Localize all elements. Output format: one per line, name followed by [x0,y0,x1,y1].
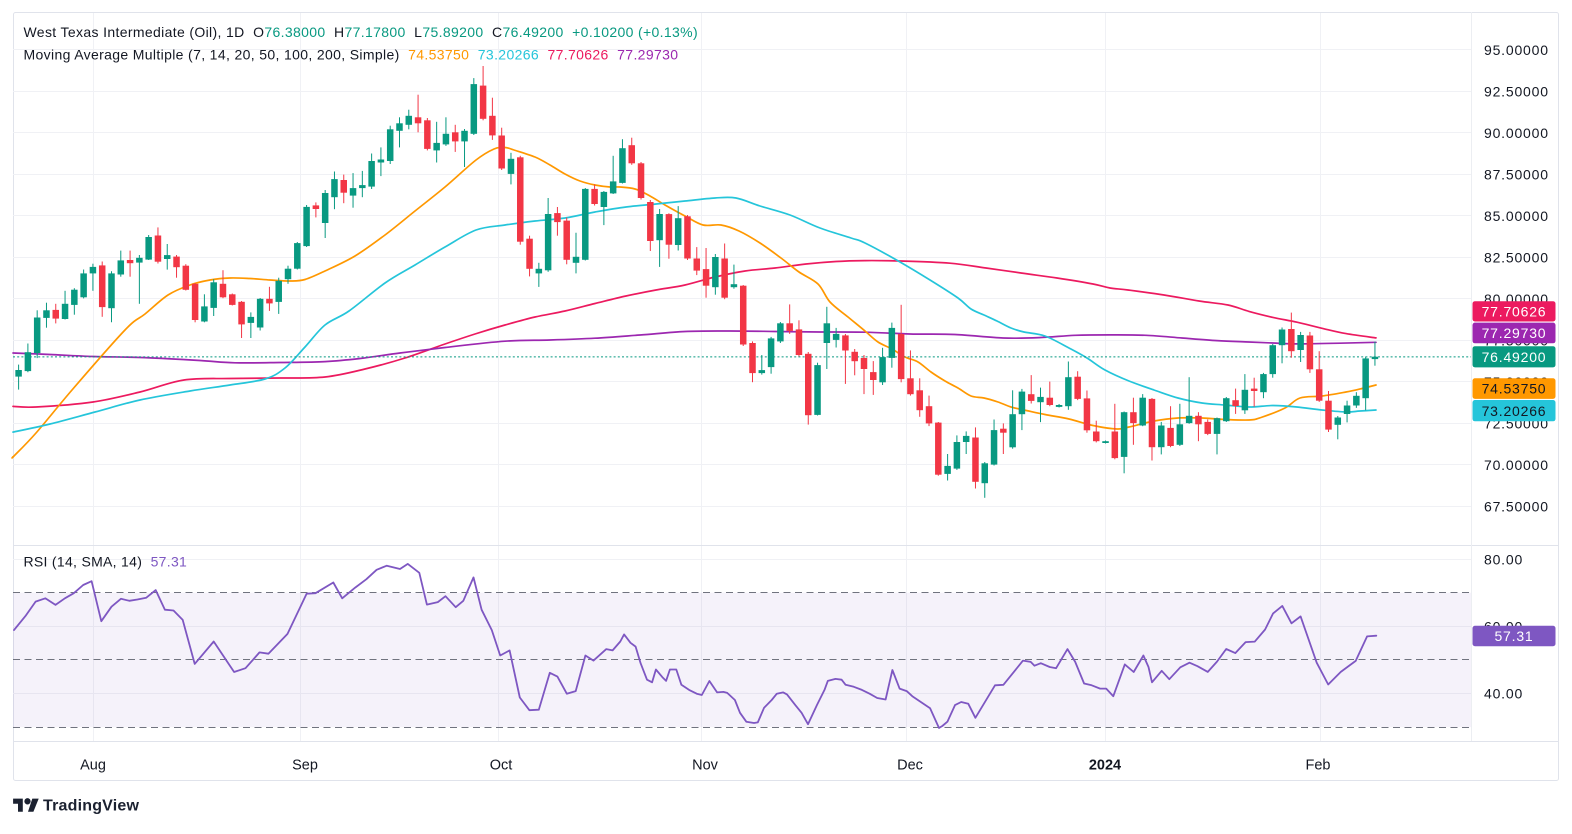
svg-text:West Texas Intermediate (Oil),: West Texas Intermediate (Oil), 1D O76.38… [24,24,698,40]
svg-text:2024: 2024 [1089,757,1121,773]
svg-text:40.00: 40.00 [1484,686,1523,702]
svg-text:77.70626: 77.70626 [1482,303,1547,319]
svg-text:73.20266: 73.20266 [1482,403,1547,419]
svg-text:85.00000: 85.00000 [1484,208,1549,224]
svg-text:92.50000: 92.50000 [1484,83,1549,99]
svg-text:RSI (14, SMA, 14) 57.31: RSI (14, SMA, 14) 57.31 [24,554,188,570]
svg-text:70.00000: 70.00000 [1484,457,1549,473]
svg-text:82.50000: 82.50000 [1484,249,1549,265]
svg-text:Aug: Aug [80,757,106,773]
svg-text:74.53750: 74.53750 [1482,381,1547,397]
svg-text:Nov: Nov [692,757,719,773]
svg-text:57.31: 57.31 [1494,628,1533,644]
svg-text:Oct: Oct [490,757,513,773]
svg-text:87.50000: 87.50000 [1484,166,1549,182]
svg-text:TradingView: TradingView [43,797,140,814]
svg-text:77.29730: 77.29730 [1482,325,1547,341]
svg-text:76.49200: 76.49200 [1482,349,1547,365]
svg-text:Feb: Feb [1306,757,1331,773]
svg-text:80.00: 80.00 [1484,551,1523,567]
svg-text:Sep: Sep [292,757,318,773]
svg-text:Dec: Dec [897,757,923,773]
svg-text:90.00000: 90.00000 [1484,125,1549,141]
svg-text:67.50000: 67.50000 [1484,498,1549,514]
svg-text:95.00000: 95.00000 [1484,42,1549,58]
svg-text:Moving Average Multiple (7, 14: Moving Average Multiple (7, 14, 20, 50, … [24,47,679,63]
